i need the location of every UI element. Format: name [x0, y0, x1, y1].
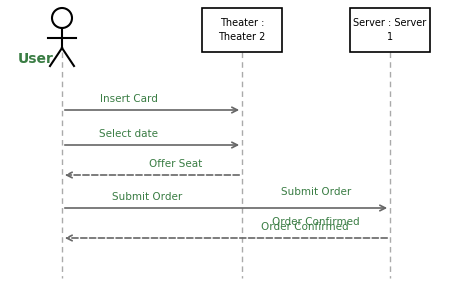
Text: Submit Order: Submit Order — [281, 187, 351, 197]
Text: Order Confirmed: Order Confirmed — [261, 222, 348, 232]
Text: Offer Seat: Offer Seat — [149, 159, 202, 169]
Text: Select date: Select date — [99, 129, 158, 139]
Bar — [202, 8, 282, 52]
Text: Server : Server
1: Server : Server 1 — [354, 18, 427, 42]
Text: User: User — [18, 52, 54, 66]
Text: Theater :
Theater 2: Theater : Theater 2 — [219, 18, 266, 42]
Bar — [350, 8, 430, 52]
Text: Insert Card: Insert Card — [100, 94, 157, 104]
Text: Submit Order: Submit Order — [112, 192, 182, 202]
Text: Order Confirmed: Order Confirmed — [272, 217, 360, 227]
